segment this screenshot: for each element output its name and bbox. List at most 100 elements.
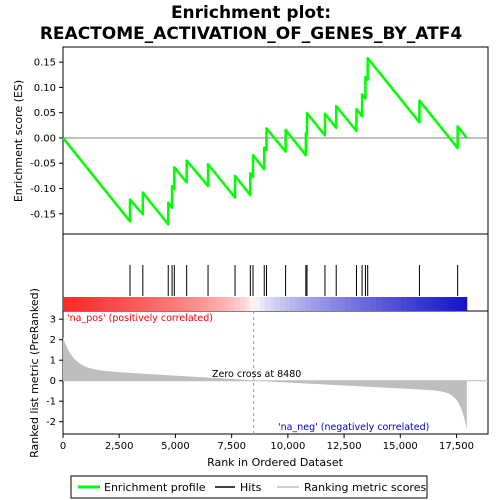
heat-bar-segment <box>179 297 185 311</box>
es-y-tick-label: 0.05 <box>34 108 56 119</box>
hit-lines <box>129 265 459 296</box>
es-y-tick-label: -0.15 <box>30 209 56 220</box>
heat-bar-segment <box>370 297 377 311</box>
rank-heat-bar <box>63 297 468 311</box>
heat-bar-segment <box>113 297 119 311</box>
heat-bar-segment <box>391 297 397 311</box>
ranking-metric-area <box>63 337 488 430</box>
chart-title-line2: REACTOME_ACTIVATION_OF_GENES_BY_ATF4 <box>40 24 463 44</box>
es-y-ticks: -0.15 -0.10 -0.05 0.00 0.05 0.10 0.15 <box>30 58 63 220</box>
es-y-axis-label: Enrichment score (ES) <box>12 80 25 202</box>
heat-bar-segment <box>264 297 271 311</box>
es-y-tick-label: 0.15 <box>34 58 56 69</box>
heat-bar-segment <box>451 297 458 311</box>
heat-bar-segment <box>204 297 210 311</box>
x-axis-ticks: 0 2,500 5,000 7,500 10,000 12,500 15,000 17,500 <box>60 434 474 452</box>
rank-y-axis-label: Ranked list metric (PreRanked) <box>28 288 41 458</box>
enrichment-curve <box>62 56 468 226</box>
chart-title-line1: Enrichment plot: <box>171 3 331 23</box>
x-tick-label: 12,500 <box>327 441 362 452</box>
heat-bar-segment <box>340 297 347 311</box>
heat-bar-segment <box>153 297 160 311</box>
heat-bar-segment <box>73 297 79 311</box>
es-y-tick-label: 0.10 <box>34 83 56 94</box>
heat-bar-segment <box>98 297 104 311</box>
heat-bar-segment <box>118 297 124 311</box>
rank-y-tick-label: -2 <box>46 417 56 428</box>
neg-correlated-label: 'na_neg' (negatively correlated) <box>278 422 429 433</box>
heat-bar-segment <box>68 297 74 311</box>
heat-bar-segment <box>148 297 155 311</box>
heat-bar-segment <box>103 297 109 311</box>
legend-box <box>70 475 428 499</box>
rank-y-tick-label: 3 <box>50 315 56 326</box>
heat-bar-segment <box>381 297 387 311</box>
heat-bar-segment <box>406 297 412 311</box>
heat-bar-segment <box>416 297 422 311</box>
heat-bar-segment <box>209 297 215 311</box>
es-y-tick-label: -0.05 <box>30 159 56 170</box>
heat-bar-segment <box>259 297 266 311</box>
heat-bar-segment <box>269 297 276 311</box>
heat-bar-segment <box>249 297 256 311</box>
legend: Enrichment profile Hits Ranking metric s… <box>70 475 428 499</box>
x-tick-label: 17,500 <box>439 441 474 452</box>
x-tick-label: 0 <box>60 441 66 452</box>
heat-bar-segment <box>320 297 326 311</box>
es-y-tick-label: 0.00 <box>34 133 56 144</box>
heat-bar-segment <box>239 297 246 311</box>
x-tick-label: 5,000 <box>161 441 190 452</box>
heat-bar-segment <box>280 297 286 311</box>
heat-bar-segment <box>199 297 205 311</box>
es-y-tick-label: -0.10 <box>30 184 56 195</box>
heat-bar-segment <box>426 297 432 311</box>
heat-bar-segment <box>78 297 84 311</box>
heat-bar-segment <box>219 297 225 311</box>
heat-bar-segment <box>436 297 443 311</box>
heat-bar-segment <box>350 297 357 311</box>
heat-bar-segment <box>421 297 427 311</box>
x-tick-label: 7,500 <box>217 441 246 452</box>
heat-bar-segment <box>254 297 261 311</box>
heat-bar-segment <box>174 297 180 311</box>
heat-bar-segment <box>214 297 220 311</box>
heat-bar-segment <box>396 297 402 311</box>
heat-bar-segment <box>143 297 150 311</box>
rank-y-tick-label: 0 <box>50 376 56 387</box>
heat-bar-segment <box>345 297 352 311</box>
heat-bar-segment <box>355 297 362 311</box>
heat-bar-segment <box>310 297 316 311</box>
legend-label-metric: Ranking metric scores <box>304 481 426 494</box>
zero-cross-label: Zero cross at 8480 <box>212 369 301 380</box>
heat-bar-segment <box>386 297 392 311</box>
legend-label-hits: Hits <box>240 481 262 494</box>
heat-bar-segment <box>285 297 291 311</box>
heat-bar-segment <box>83 297 89 311</box>
heat-bar-segment <box>365 297 372 311</box>
heat-bar-segment <box>224 297 230 311</box>
heat-bar-segment <box>234 297 241 311</box>
heat-bar-segment <box>375 297 382 311</box>
heat-bar-segment <box>169 297 175 311</box>
x-axis-label: Rank in Ordered Dataset <box>207 456 344 469</box>
heat-bar-segment <box>325 297 331 311</box>
heat-bar-segment <box>229 297 236 311</box>
heat-bar-segment <box>305 297 311 311</box>
heat-bar-segment <box>360 297 367 311</box>
heat-bar-segment <box>133 297 140 311</box>
heat-bar-segment <box>275 297 281 311</box>
heat-bar-segment <box>123 297 130 311</box>
x-tick-label: 2,500 <box>105 441 134 452</box>
heat-bar-segment <box>163 297 170 311</box>
heat-bar-segment <box>189 297 195 311</box>
heat-bar-segment <box>290 297 296 311</box>
rank-y-tick-label: -1 <box>46 397 56 408</box>
heat-bar-segment <box>63 297 69 311</box>
rank-y-tick-label: 2 <box>50 335 56 346</box>
heat-bar-segment <box>431 297 437 311</box>
heat-bar-segment <box>158 297 165 311</box>
x-tick-label: 10,000 <box>270 441 305 452</box>
heat-bar-segment <box>128 297 135 311</box>
heat-bar-segment <box>295 297 301 311</box>
